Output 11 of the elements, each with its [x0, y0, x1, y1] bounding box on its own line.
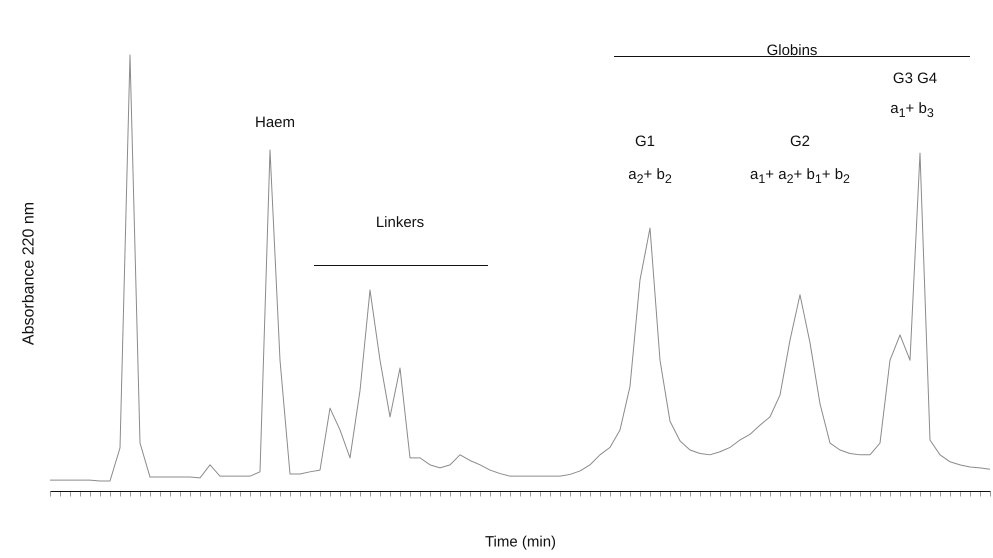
- annotation: Haem: [254, 114, 296, 131]
- annotation: a$_{1}$+ a$_{2}$+ b$_{1}$+ b$_{2}$: [750, 166, 850, 186]
- x-axis-title: Time (min): [484, 534, 556, 550]
- annotation: G1: [634, 133, 656, 150]
- annotation: a$_{1}$+ b$_{3}$: [890, 100, 934, 120]
- annotation: Globins: [766, 42, 818, 59]
- y-axis-title: Absorbance 220 nm: [20, 202, 38, 346]
- annotation: G2: [790, 133, 810, 150]
- annotation: Linkers: [376, 214, 424, 231]
- annotation: a$_{2}$+ b$_{2}$: [628, 166, 672, 186]
- annotation: G3 G4: [892, 70, 938, 87]
